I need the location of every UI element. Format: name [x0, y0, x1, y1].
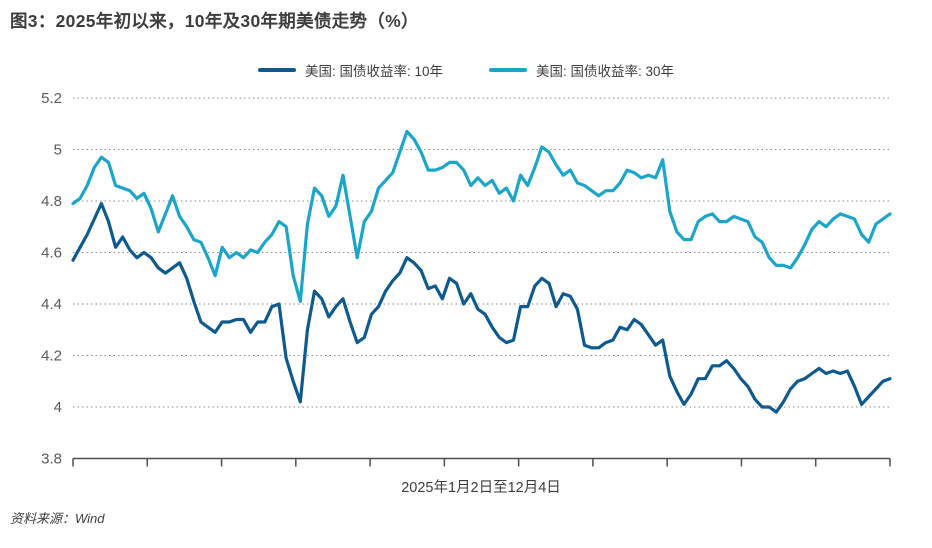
figure-title: 图3：2025年初以来，10年及30年期美债走势（%）	[10, 11, 419, 31]
legend-line-swatch-10y	[257, 68, 296, 72]
series-line-30y	[71, 129, 892, 303]
legend-label-30y: 美国: 国债收益率: 30年	[536, 64, 675, 79]
legend-line-swatch-30y	[489, 68, 527, 72]
series-line-10y	[71, 201, 892, 414]
y-tick-label: 4.6	[41, 245, 62, 262]
legend-item-30y: 美国: 国债收益率: 30年	[489, 60, 674, 80]
y-tick-label: 4.4	[41, 296, 62, 313]
y-tick-label: 5.2	[41, 90, 62, 107]
y-tick-label: 3.8	[41, 451, 62, 468]
y-tick-label: 4.2	[41, 348, 62, 365]
data-source: 资料来源：Wind	[10, 511, 105, 526]
y-tick-label: 4.8	[41, 193, 62, 210]
y-tick-label: 5	[54, 142, 62, 159]
legend-label-10y: 美国: 国债收益率: 10年	[304, 64, 443, 79]
yield-line-chart: 5.2 5 4.8 4.6 4.4 4.2 4 3.8	[41, 90, 892, 468]
y-tick-label: 4	[54, 399, 62, 416]
legend-item-10y: 美国: 国债收益率: 10年	[257, 60, 443, 80]
chart-legend: 美国: 国债收益率: 10年 美国: 国债收益率: 30年	[0, 60, 932, 80]
x-axis-label: 2025年1月2日至12月4日	[401, 480, 561, 496]
